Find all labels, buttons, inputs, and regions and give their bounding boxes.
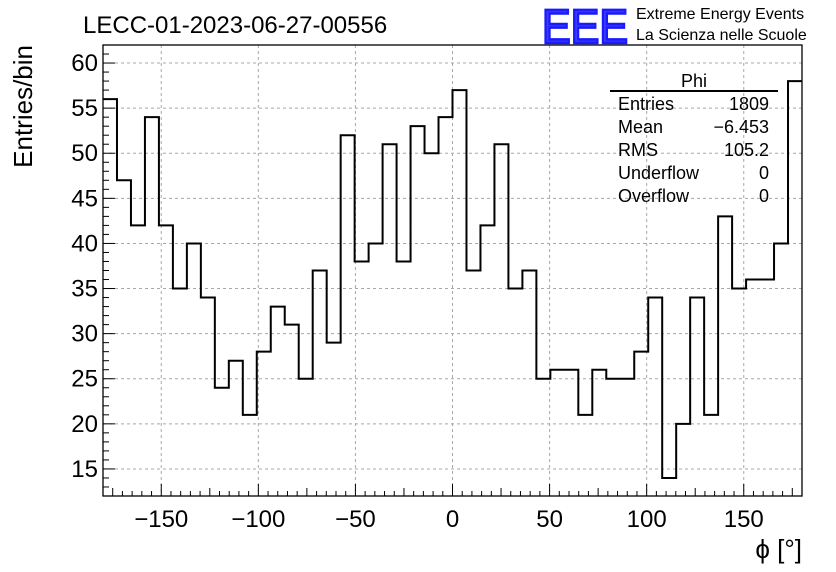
y-axis-ticks: 15 20 25 30 35 40 45 50 55 60 [71, 44, 115, 488]
logo-line-2: La Scienza nelle Scuole [636, 27, 807, 44]
logo-line-1: Extreme Energy Events [636, 6, 804, 23]
x-tick-label: −150 [134, 506, 188, 533]
y-tick-label: 30 [71, 321, 98, 348]
x-tick-label: 100 [627, 506, 667, 533]
stats-row-value: 105.2 [724, 140, 769, 160]
x-tick-label: 50 [536, 506, 563, 533]
x-axis-label: ϕ [°] [755, 534, 802, 564]
y-tick-label: 45 [71, 185, 98, 212]
y-tick-label: 40 [71, 230, 98, 257]
stats-row-label: Underflow [618, 163, 700, 183]
histogram-line [103, 80, 802, 479]
x-tick-label: 0 [446, 506, 459, 533]
x-tick-label: 150 [724, 506, 764, 533]
eee-logo-letters: EEE [542, 1, 628, 54]
y-tick-label: 15 [71, 456, 98, 483]
y-tick-label: 60 [71, 50, 98, 77]
stats-row-value: −6.453 [713, 117, 769, 137]
y-tick-label: 35 [71, 276, 98, 303]
y-tick-label: 55 [71, 95, 98, 122]
plot-frame [102, 44, 803, 497]
x-axis-ticks: −150 −100 −50 0 50 100 150 [112, 484, 793, 533]
y-tick-label: 25 [71, 366, 98, 393]
stats-name: Phi [681, 71, 707, 91]
y-axis-label: Entries/bin [8, 45, 38, 168]
x-tick-label: −50 [335, 506, 376, 533]
eee-logo: EEE Extreme Energy Events La Scienza nel… [541, 0, 807, 55]
stats-box: Phi Entries 1809 Mean −6.453 RMS 105.2 Underfl… [610, 71, 778, 206]
stats-row-value: 0 [759, 163, 769, 183]
stats-row-label: Mean [618, 117, 663, 137]
stats-row-value: 1809 [729, 94, 769, 114]
stats-row-label: Entries [618, 94, 674, 114]
stats-row-value: 0 [759, 186, 769, 206]
y-tick-label: 20 [71, 411, 98, 438]
stats-row-label: Overflow [618, 186, 690, 206]
y-tick-label: 50 [71, 140, 98, 167]
x-tick-label: −100 [231, 506, 285, 533]
chart-title: LECC-01-2023-06-27-00556 [83, 12, 387, 39]
stats-row-label: RMS [618, 140, 658, 160]
